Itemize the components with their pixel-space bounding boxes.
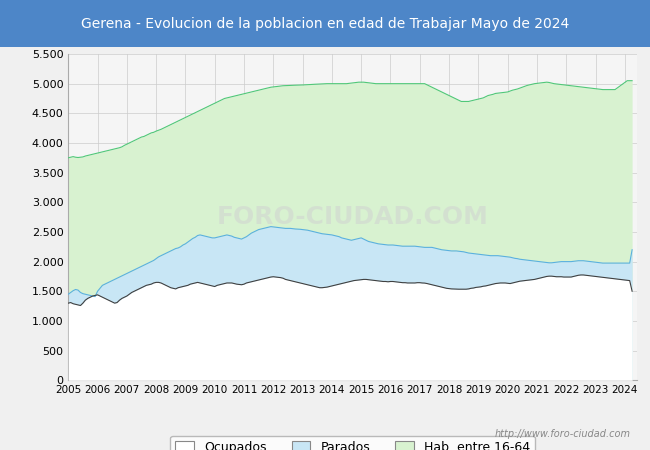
Text: http://www.foro-ciudad.com: http://www.foro-ciudad.com (495, 429, 630, 439)
Text: FORO-CIUDAD.COM: FORO-CIUDAD.COM (216, 205, 489, 229)
Legend: Ocupados, Parados, Hab. entre 16-64: Ocupados, Parados, Hab. entre 16-64 (170, 436, 535, 450)
Text: Gerena - Evolucion de la poblacion en edad de Trabajar Mayo de 2024: Gerena - Evolucion de la poblacion en ed… (81, 17, 569, 31)
